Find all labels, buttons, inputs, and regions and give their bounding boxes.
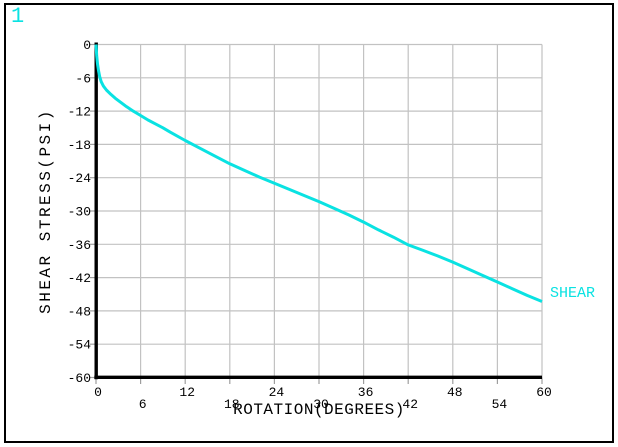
x-axis-title: ROTATION(DEGREES) — [233, 401, 405, 419]
y-tick-label: -12 — [68, 105, 91, 120]
x-tick-label: 6 — [139, 397, 147, 412]
x-tick-label: 42 — [402, 397, 418, 412]
series-curve-shear — [94, 44, 543, 303]
x-tick-label: 30 — [313, 397, 329, 412]
y-tick-label: -18 — [68, 138, 91, 153]
y-tick-label: -42 — [68, 271, 91, 286]
series-label-shear: SHEAR — [550, 285, 596, 302]
x-tick-label: 48 — [447, 385, 463, 400]
x-tick-label: 18 — [224, 397, 240, 412]
x-tick-label: 60 — [536, 385, 552, 400]
x-tick-label: 54 — [492, 397, 508, 412]
y-tick-label: -6 — [75, 71, 91, 86]
y-tick-label: -36 — [68, 238, 91, 253]
y-tick-label: -48 — [68, 304, 91, 319]
y-tick-label: -54 — [68, 338, 92, 353]
y-tick-label: -60 — [68, 371, 91, 386]
x-tick-label: 0 — [94, 385, 102, 400]
x-tick-label: 12 — [179, 385, 195, 400]
y-tick-label: 0 — [83, 38, 91, 53]
x-tick-label: 36 — [358, 385, 374, 400]
plot-number-label: 1 — [11, 4, 25, 29]
y-tick-label: -24 — [68, 171, 92, 186]
y-axis-title: SHEAR STRESS(PSI) — [37, 108, 55, 314]
x-tick-label: 24 — [269, 385, 285, 400]
y-tick-label: -30 — [68, 205, 91, 220]
